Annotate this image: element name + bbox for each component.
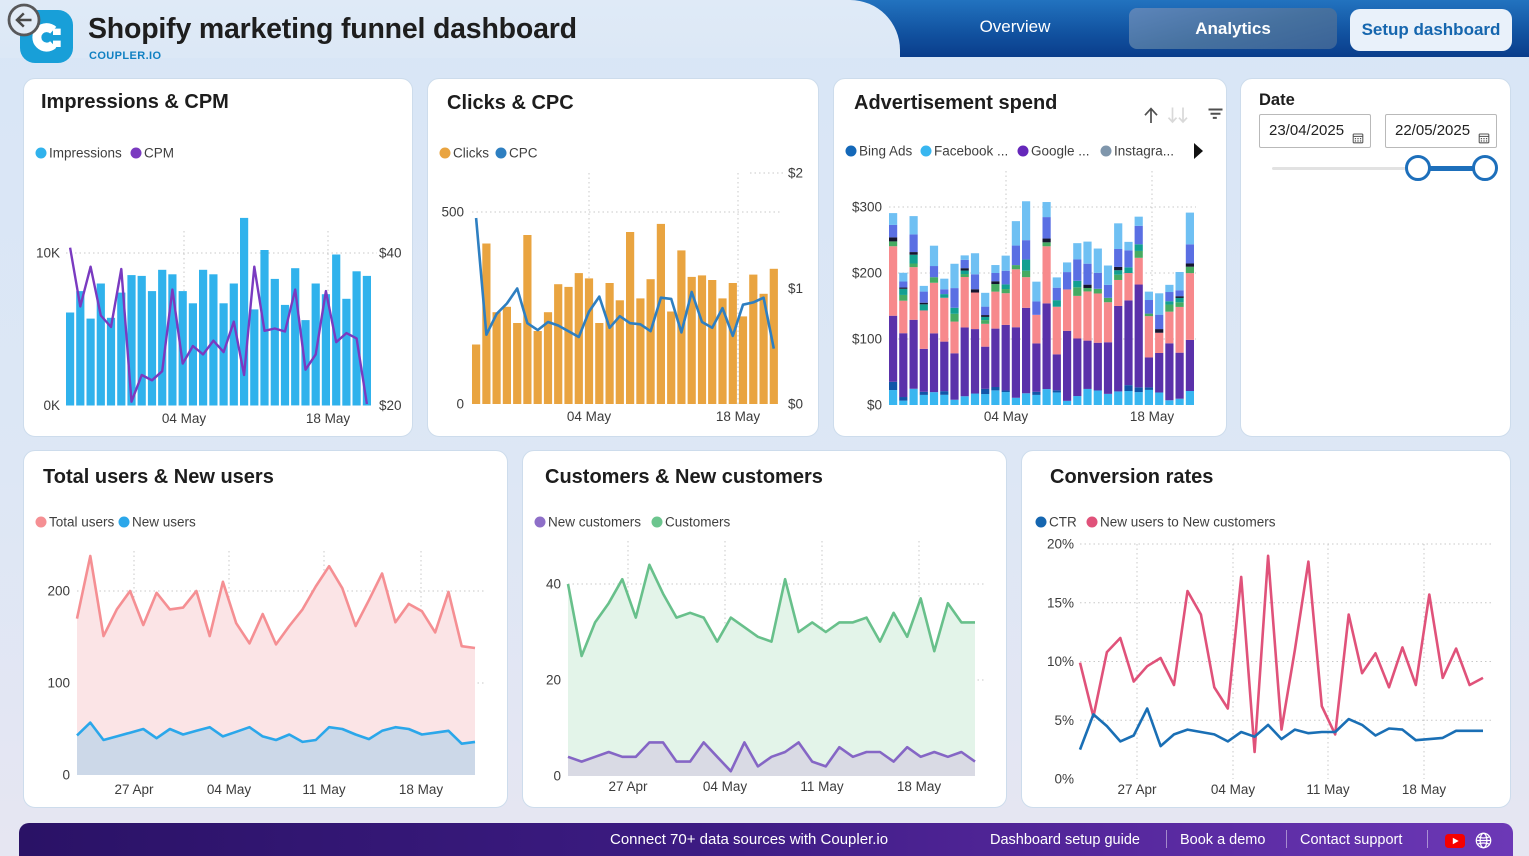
svg-text:18 May: 18 May xyxy=(716,409,761,424)
svg-text:11 May: 11 May xyxy=(800,779,844,794)
svg-text:$20: $20 xyxy=(379,398,402,413)
svg-text:Instagra...: Instagra... xyxy=(1114,144,1174,159)
svg-text:Google ...: Google ... xyxy=(1031,144,1090,159)
svg-text:0%: 0% xyxy=(1054,772,1074,787)
svg-text:Impressions & CPM: Impressions & CPM xyxy=(41,91,229,113)
svg-text:CPC: CPC xyxy=(509,146,538,161)
svg-text:20: 20 xyxy=(546,673,561,688)
svg-text:04 May: 04 May xyxy=(567,409,612,424)
svg-text:$0: $0 xyxy=(788,397,803,412)
svg-text:0: 0 xyxy=(62,768,70,783)
svg-text:10%: 10% xyxy=(1047,654,1074,669)
svg-text:New customers: New customers xyxy=(548,515,641,530)
svg-text:Clicks & CPC: Clicks & CPC xyxy=(447,92,574,114)
svg-text:04 May: 04 May xyxy=(207,782,252,797)
svg-text:11 May: 11 May xyxy=(1306,782,1350,797)
svg-text:0: 0 xyxy=(553,769,561,784)
svg-text:04 May: 04 May xyxy=(162,411,207,426)
svg-text:Customers: Customers xyxy=(665,515,731,530)
svg-text:$1: $1 xyxy=(788,281,803,296)
svg-text:Advertisement spend: Advertisement spend xyxy=(854,92,1057,114)
svg-text:0K: 0K xyxy=(43,398,60,413)
svg-text:Clicks: Clicks xyxy=(453,146,489,161)
svg-text:0: 0 xyxy=(456,397,464,412)
svg-text:Bing Ads: Bing Ads xyxy=(859,144,913,159)
svg-text:$0: $0 xyxy=(867,398,882,413)
svg-text:5%: 5% xyxy=(1054,713,1074,728)
svg-text:Customers & New customers: Customers & New customers xyxy=(545,466,823,488)
svg-text:15%: 15% xyxy=(1047,595,1074,610)
svg-text:CTR: CTR xyxy=(1049,515,1077,530)
svg-text:$40: $40 xyxy=(379,246,402,261)
svg-text:200: 200 xyxy=(47,584,70,599)
svg-text:18 May: 18 May xyxy=(399,782,444,797)
svg-text:18 May: 18 May xyxy=(1402,782,1447,797)
svg-text:$100: $100 xyxy=(852,332,882,347)
svg-text:$300: $300 xyxy=(852,200,882,215)
svg-text:Impressions: Impressions xyxy=(49,146,122,161)
svg-text:40: 40 xyxy=(546,577,561,592)
svg-text:18 May: 18 May xyxy=(1130,409,1175,424)
svg-text:100: 100 xyxy=(47,676,70,691)
svg-text:27 Apr: 27 Apr xyxy=(114,782,154,797)
svg-text:27 Apr: 27 Apr xyxy=(608,779,648,794)
svg-text:11 May: 11 May xyxy=(302,782,346,797)
svg-text:$200: $200 xyxy=(852,266,882,281)
svg-text:Conversion rates: Conversion rates xyxy=(1050,466,1213,488)
svg-text:04 May: 04 May xyxy=(1211,782,1256,797)
svg-text:18 May: 18 May xyxy=(306,411,351,426)
svg-text:500: 500 xyxy=(441,205,464,220)
svg-text:20%: 20% xyxy=(1047,537,1074,552)
svg-text:Total users & New users: Total users & New users xyxy=(43,466,274,488)
svg-text:18 May: 18 May xyxy=(897,779,942,794)
svg-text:New users to New customers: New users to New customers xyxy=(1100,515,1276,530)
svg-text:$2: $2 xyxy=(788,166,803,181)
svg-text:Facebook ...: Facebook ... xyxy=(934,144,1008,159)
svg-text:10K: 10K xyxy=(36,246,60,261)
svg-text:27 Apr: 27 Apr xyxy=(1117,782,1157,797)
svg-text:04 May: 04 May xyxy=(703,779,748,794)
svg-text:04 May: 04 May xyxy=(984,409,1029,424)
svg-text:Total users: Total users xyxy=(49,515,115,530)
svg-text:CPM: CPM xyxy=(144,146,174,161)
svg-text:New users: New users xyxy=(132,515,196,530)
